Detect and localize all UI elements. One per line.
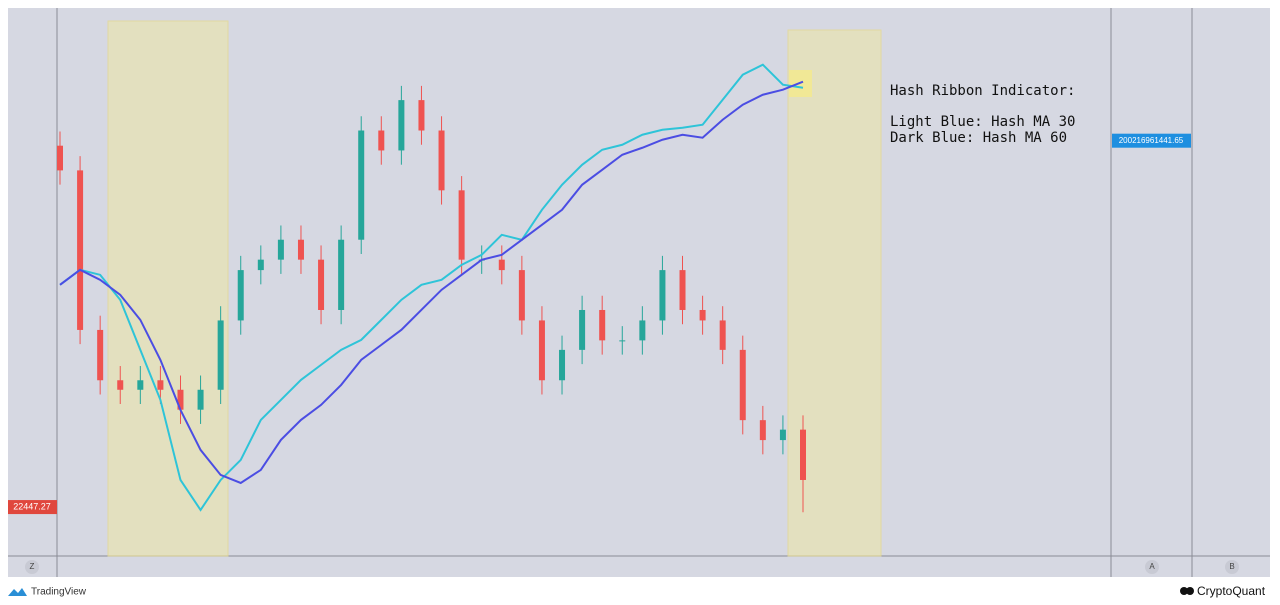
annotation: Hash Ribbon Indicator: (890, 83, 1075, 99)
candle-body (297, 239, 304, 260)
candle-body (398, 100, 405, 151)
candle-body (338, 239, 345, 310)
candle-body (498, 259, 505, 271)
candle-body (699, 309, 706, 321)
axis-button[interactable] (25, 560, 39, 574)
candle-body (277, 239, 284, 260)
candle-body (518, 270, 525, 321)
axis-button[interactable] (1225, 560, 1239, 574)
cryptoquant-logo (1180, 587, 1188, 595)
candle-body (197, 389, 204, 410)
price-marker-label: 22447.27 (13, 501, 51, 511)
brand-right[interactable]: CryptoQuant (1197, 584, 1266, 598)
plot (57, 63, 806, 513)
candle-body (257, 259, 264, 271)
candle-body (418, 100, 425, 131)
ma-line (59, 80, 804, 485)
candle-body (800, 429, 806, 480)
axis-button-label[interactable]: B (1229, 562, 1234, 571)
candle-body (358, 130, 365, 240)
candle-body (659, 270, 666, 321)
axis-button[interactable] (1145, 560, 1159, 574)
candle-body (157, 380, 164, 390)
candle-body (559, 349, 566, 381)
candle-body (739, 349, 746, 421)
cryptoquant-logo (1186, 587, 1194, 595)
candle-body (57, 145, 63, 171)
tradingview-logo (8, 588, 27, 596)
brand-left[interactable]: TradingView (31, 587, 87, 598)
candle-body (237, 270, 244, 321)
candle-body (177, 389, 184, 410)
annotation: Light Blue: Hash MA 30 (890, 114, 1075, 130)
candle-body (97, 329, 104, 381)
axis-button-label[interactable]: A (1149, 562, 1155, 571)
candle-body (217, 320, 224, 390)
candle-body (318, 259, 325, 310)
candle-body (538, 320, 545, 381)
candle-body (579, 309, 586, 350)
candle-body (639, 320, 646, 341)
highlight-zone (107, 20, 229, 557)
candle-body (779, 429, 786, 441)
candle-body (679, 270, 686, 310)
candle-body (77, 170, 84, 330)
candle-body (599, 309, 606, 341)
candle-body (759, 420, 766, 441)
hash-marker (1112, 133, 1191, 148)
axis-button-label[interactable]: Z (30, 562, 35, 571)
annotation: Dark Blue: Hash MA 60 (890, 130, 1067, 146)
candle-body (719, 320, 726, 350)
ma-line (59, 63, 804, 512)
candle-body (458, 190, 465, 260)
candle-body (137, 380, 144, 390)
price-marker (8, 500, 57, 515)
candle-body (619, 340, 626, 342)
candle-body (378, 130, 385, 151)
candle-body (438, 130, 445, 191)
candle-body (117, 380, 124, 390)
hash-marker-label: 200216961441.65 (1119, 136, 1184, 145)
